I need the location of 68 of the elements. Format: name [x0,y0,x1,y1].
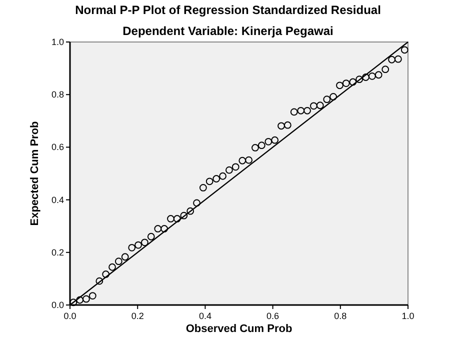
point [199,184,207,192]
point [82,295,90,303]
x-tick-label: 0.2 [131,311,144,321]
point [316,102,324,110]
point [252,144,259,152]
point [290,108,298,116]
point [258,142,266,150]
point [245,156,252,164]
point [394,55,402,63]
point [226,166,233,174]
x-axis-title: Observed Cum Prob [186,323,292,335]
point [141,238,148,246]
point [330,93,337,100]
point [173,215,181,222]
point [264,138,272,146]
point [96,277,104,285]
y-axis-title: Expected Cum Prob [29,120,41,226]
point [232,163,240,171]
point [342,80,350,87]
x-tick-label: 0.0 [64,311,76,321]
point [374,71,382,79]
chart-title: Normal P-P Plot of Regression Standardized Residual [75,3,381,17]
point [349,78,357,86]
y-tick-label: 0.4 [51,194,64,205]
x-tick-label: 0.6 [266,311,280,321]
y-tick-label: 0.8 [51,90,64,100]
point [147,232,155,240]
y-tick-label: 0.0 [51,300,64,310]
point [206,178,214,186]
point [193,199,200,207]
point [382,66,390,74]
point [238,156,246,164]
y-tick-label: 1.0 [51,37,64,47]
point [88,292,96,300]
point [310,102,318,110]
point [114,258,122,266]
point [167,215,174,222]
chart-subtitle: Dependent Variable: Kinerja Pegawai [122,24,334,38]
point [134,241,142,249]
point [108,263,116,271]
point [102,270,110,278]
point [368,72,376,80]
point [297,106,305,114]
point [304,106,311,114]
point [278,122,285,130]
point [362,74,370,81]
point [76,296,84,304]
point [70,298,78,306]
x-tick-label: 0.4 [198,311,212,321]
point [323,96,331,104]
x-tick-label: 0.8 [334,311,347,321]
point [219,172,226,180]
point [400,46,408,54]
point [121,253,129,261]
point [180,212,188,220]
point [284,121,292,129]
point [356,76,364,84]
point [212,175,220,182]
y-tick-label: 0.2 [51,247,64,258]
point [128,244,136,252]
point [160,225,168,232]
x-tick-label: 1.0 [402,311,414,321]
point [186,207,194,215]
point [154,225,162,232]
point [271,136,279,144]
point [388,56,396,64]
y-tick-label: 0.6 [51,142,64,152]
point [336,82,344,90]
